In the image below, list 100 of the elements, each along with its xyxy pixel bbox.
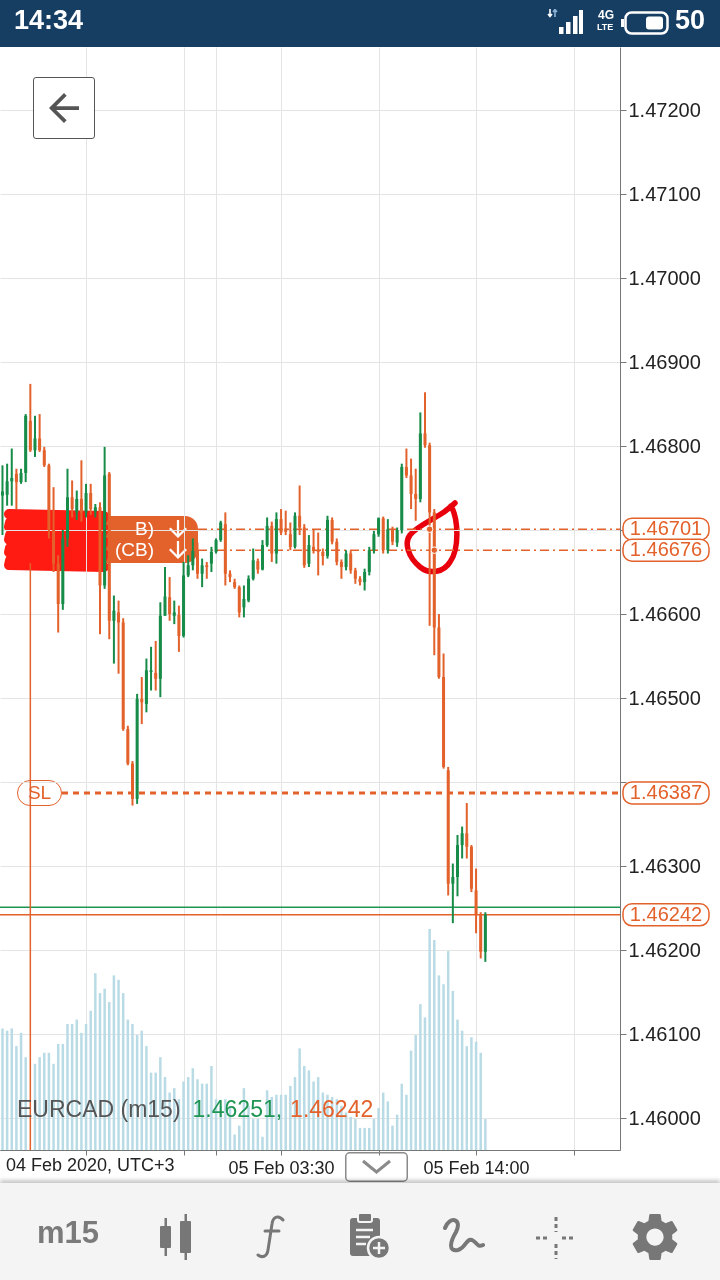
bar bbox=[442, 984, 445, 1150]
candlestick bbox=[372, 529, 376, 555]
candlestick bbox=[242, 584, 246, 619]
candlestick bbox=[10, 447, 14, 507]
y-tick-label: 1.47200 bbox=[628, 98, 701, 121]
bar bbox=[479, 1052, 482, 1150]
candlestick bbox=[89, 482, 93, 516]
candlestick bbox=[112, 594, 116, 665]
candlestick bbox=[163, 566, 167, 617]
bar bbox=[1, 1028, 4, 1150]
candlestick bbox=[251, 547, 255, 582]
candlestick bbox=[0, 464, 4, 537]
bar bbox=[238, 1125, 241, 1150]
text: m15 bbox=[37, 1215, 100, 1250]
text: 04 Feb 2020, UTC+3 bbox=[6, 1155, 175, 1175]
bar bbox=[182, 1081, 185, 1150]
candlestick bbox=[325, 514, 329, 560]
candlestick bbox=[377, 516, 381, 538]
candlestick bbox=[154, 639, 158, 692]
bar bbox=[405, 1094, 408, 1150]
bar bbox=[484, 1119, 487, 1150]
bar bbox=[289, 1085, 292, 1150]
candlestick bbox=[209, 545, 213, 574]
bar bbox=[233, 1134, 236, 1150]
candlestick bbox=[14, 467, 18, 511]
candlestick bbox=[414, 467, 418, 522]
candlestick bbox=[465, 802, 469, 860]
bar bbox=[363, 1127, 366, 1150]
y-tick-label: 1.46000 bbox=[628, 1106, 701, 1129]
bar bbox=[428, 929, 431, 1150]
candlestick bbox=[5, 462, 9, 507]
bar bbox=[354, 1119, 357, 1150]
bar bbox=[456, 1019, 459, 1150]
y-tick-label: 1.47100 bbox=[628, 182, 701, 205]
text: LTE bbox=[597, 22, 614, 32]
bar bbox=[391, 1125, 394, 1150]
candlestick bbox=[186, 554, 190, 579]
candlestick bbox=[423, 391, 427, 449]
y-tick-label: 1.46200 bbox=[628, 938, 701, 961]
x-tick-label: 05 Feb 14:00 bbox=[423, 1157, 530, 1178]
candlestick bbox=[70, 479, 74, 519]
text: 50 bbox=[675, 5, 706, 35]
candlestick bbox=[409, 457, 413, 511]
candlestick bbox=[75, 489, 79, 521]
candlestick bbox=[247, 574, 251, 604]
text: 1.46676 bbox=[629, 538, 703, 561]
candlestick bbox=[367, 545, 371, 577]
candlestick bbox=[460, 825, 464, 860]
candlestick bbox=[33, 414, 37, 458]
candlestick bbox=[79, 459, 83, 523]
bar bbox=[15, 1046, 18, 1150]
bar bbox=[419, 1004, 422, 1150]
bar bbox=[284, 1094, 287, 1150]
y-tick-label: 1.46500 bbox=[628, 686, 701, 709]
candlestick bbox=[200, 557, 204, 589]
y-tick-label: 1.46900 bbox=[628, 350, 701, 373]
candlestick bbox=[140, 676, 144, 726]
candlestick bbox=[344, 549, 348, 572]
bar bbox=[414, 1035, 417, 1150]
candlestick bbox=[265, 516, 269, 548]
candlestick bbox=[38, 413, 42, 453]
candlestick bbox=[177, 604, 181, 653]
candlestick bbox=[191, 537, 195, 572]
candlestick bbox=[84, 482, 88, 519]
y-tick-label: 1.46800 bbox=[628, 434, 701, 457]
bar bbox=[261, 1136, 264, 1150]
candlestick bbox=[168, 576, 172, 622]
bar bbox=[117, 979, 120, 1150]
text: 1.46242 bbox=[629, 902, 703, 925]
y-tick-label: 1.46600 bbox=[628, 602, 701, 625]
y-tick-label: 1.47000 bbox=[628, 266, 701, 289]
bar bbox=[433, 940, 436, 1150]
candlestick bbox=[117, 599, 121, 675]
x-tick-label: 05 Feb 03:30 bbox=[228, 1157, 335, 1178]
ref-line-label: 1.46242 bbox=[290, 1096, 374, 1122]
ref-line-label: 1.46251, bbox=[192, 1096, 283, 1122]
candlestick bbox=[149, 645, 153, 692]
y-tick-label: 1.46100 bbox=[628, 1022, 701, 1045]
candlestick bbox=[65, 467, 69, 548]
text: 14:34 bbox=[14, 5, 84, 35]
y-tick-label: 1.46300 bbox=[628, 854, 701, 877]
ref-line-label: (CB) bbox=[114, 539, 154, 561]
candlestick bbox=[339, 558, 343, 580]
candlestick bbox=[363, 567, 367, 592]
candlestick bbox=[219, 519, 223, 543]
candlestick bbox=[395, 526, 399, 548]
candlestick bbox=[260, 539, 264, 572]
candlestick bbox=[42, 445, 46, 469]
text: 1.46701 bbox=[629, 517, 703, 540]
bar bbox=[470, 1037, 473, 1150]
candlestick bbox=[455, 833, 459, 898]
bar bbox=[368, 1127, 371, 1150]
candlestick bbox=[172, 599, 176, 626]
bar bbox=[349, 1116, 352, 1150]
candlestick bbox=[307, 534, 311, 568]
text: 1.46387 bbox=[629, 780, 703, 803]
text: 4G bbox=[598, 8, 615, 22]
candlestick bbox=[386, 518, 390, 555]
candlestick bbox=[404, 447, 408, 479]
bar bbox=[377, 1108, 380, 1150]
